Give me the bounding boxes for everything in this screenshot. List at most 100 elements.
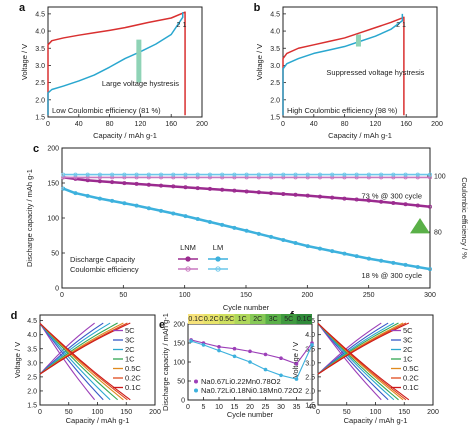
panel-f-charge-3C bbox=[317, 322, 389, 375]
panel-d-charge-2C bbox=[39, 322, 111, 375]
panel-a-x-tick-label: 200 bbox=[196, 121, 208, 128]
panel-c-marker bbox=[305, 244, 310, 249]
panel-a-y-tick-label: 1.5 bbox=[35, 115, 45, 122]
panel-e-marker bbox=[263, 367, 268, 372]
panel-e-marker bbox=[217, 345, 221, 349]
panel-e-rate-label: 1C bbox=[238, 316, 247, 323]
panel-d-legend-label: 0.1C bbox=[125, 383, 141, 392]
panel-e-marker bbox=[217, 348, 221, 353]
panel-b-y-tick-label: 4.5 bbox=[270, 11, 280, 18]
panel-c-marker bbox=[330, 175, 335, 180]
panel-c-marker bbox=[269, 191, 274, 196]
panel-c-marker bbox=[391, 175, 396, 180]
panel-c-arrow bbox=[410, 218, 430, 234]
panel-a-cycle-label: 2 bbox=[177, 22, 181, 29]
panel-e-marker bbox=[294, 377, 299, 381]
panel-c-legend-row: Coulombic efficiency bbox=[70, 265, 139, 274]
panel-c-marker bbox=[110, 172, 115, 177]
panel-e-rate-label: 2C bbox=[253, 316, 262, 323]
panel-c-y-tick-label: 0 bbox=[55, 286, 59, 293]
panel-c-marker bbox=[391, 201, 396, 206]
panel-d-x-label: Capacity / mAh g-1 bbox=[66, 416, 130, 425]
panel-c-marker bbox=[122, 181, 127, 186]
panel-f-x-tick-label: 50 bbox=[343, 409, 351, 416]
panel-a-y-tick-label: 4.5 bbox=[35, 11, 45, 18]
panel-d-y-tick-label: 3.5 bbox=[27, 346, 37, 353]
panel-b-series-1 bbox=[282, 16, 405, 116]
panel-f-legend-label: 0.1C bbox=[403, 383, 419, 392]
panel-d-charge-5C bbox=[39, 322, 95, 375]
panel-f-legend-label: 1C bbox=[403, 355, 413, 364]
panel-c-legend-column: LM bbox=[213, 243, 223, 252]
panel-c-marker bbox=[366, 198, 371, 203]
panel-e-x-tick-label: 25 bbox=[262, 404, 270, 411]
panel-e-y-tick-label: 200 bbox=[173, 322, 185, 329]
panel-f-y-tick-label: 1.5 bbox=[305, 403, 315, 410]
panel-c-marker bbox=[415, 172, 420, 177]
panel-c-marker bbox=[391, 172, 396, 177]
panel-d-y-tick-label: 1.5 bbox=[27, 403, 37, 410]
panel-d-legend-label: 2C bbox=[125, 345, 135, 354]
panel-e-rate-label: 0.1C bbox=[188, 316, 203, 323]
panel-c-marker bbox=[61, 186, 66, 191]
panel-f-discharge-2C bbox=[317, 323, 395, 401]
panel-e-marker bbox=[263, 352, 268, 357]
panel-f-y-tick-label: 2.0 bbox=[305, 388, 315, 395]
panel-c-marker bbox=[403, 262, 408, 267]
panel-c-marker bbox=[232, 225, 237, 230]
panel-e-marker bbox=[279, 373, 283, 378]
panel-c-marker bbox=[330, 249, 335, 254]
panel-d-y-tick-label: 2.0 bbox=[27, 388, 37, 395]
panel-c-marker bbox=[293, 241, 298, 246]
panel-c-marker bbox=[354, 175, 359, 180]
panel-a-y-tick-label: 2.0 bbox=[35, 97, 45, 104]
panel-a-y-label: Voltage / V bbox=[20, 44, 29, 80]
panel-e-x-tick-label: 10 bbox=[215, 404, 223, 411]
panel-a-x-tick-label: 0 bbox=[46, 121, 50, 128]
panel-c-marker bbox=[342, 172, 347, 177]
panel-e-x-tick-label: 0 bbox=[186, 404, 190, 411]
panel-c-marker bbox=[379, 258, 384, 263]
panel-c-marker bbox=[366, 172, 371, 177]
panel-c-marker bbox=[146, 182, 151, 187]
panel-d-x-tick-label: 100 bbox=[92, 409, 104, 416]
panel-c-legend-marker bbox=[215, 266, 221, 272]
panel-a-x-tick-label: 40 bbox=[75, 121, 83, 128]
panel-f-y-tick-label: 2.5 bbox=[305, 374, 315, 381]
panel-c-marker bbox=[281, 191, 286, 196]
panel-c-y2-label: Coulombic efficiency / % bbox=[460, 177, 469, 259]
panel-a-x-label: Capacity / mAh g-1 bbox=[93, 131, 157, 140]
panel-f-x-tick-label: 0 bbox=[316, 409, 320, 416]
panel-c-x-tick-label: 150 bbox=[240, 292, 252, 299]
panel-f-x-label: Capacity / mAh g-1 bbox=[344, 416, 408, 425]
panel-c-x-tick-label: 50 bbox=[119, 292, 127, 299]
panel-a-y-tick-label: 3.5 bbox=[35, 46, 45, 53]
panel-b-y-tick-label: 2.5 bbox=[270, 80, 280, 87]
panel-c-y-tick-label: 200 bbox=[47, 146, 59, 153]
panel-e-x-tick-label: 15 bbox=[231, 404, 239, 411]
panel-c-marker bbox=[61, 172, 66, 177]
panel-e-rate-label: 5C bbox=[284, 316, 293, 323]
panel-b-label: b bbox=[254, 2, 261, 14]
panel-b-y-tick-label: 3.5 bbox=[270, 46, 280, 53]
panel-f-discharge-5C bbox=[317, 323, 382, 401]
panel-c-marker bbox=[281, 172, 286, 177]
panel-d-x-tick-label: 50 bbox=[65, 409, 73, 416]
panel-c-marker bbox=[97, 179, 102, 184]
panel-c-marker bbox=[61, 175, 66, 180]
panel-c-marker bbox=[293, 175, 298, 180]
panel-e-marker bbox=[248, 360, 252, 364]
panel-e-legend-marker bbox=[194, 379, 198, 384]
panel-c-marker bbox=[354, 172, 359, 177]
panel-c-marker bbox=[110, 198, 115, 203]
panel-c-marker bbox=[122, 175, 127, 180]
panel-e-y-label: Discharge capacity / mAh g-1 bbox=[161, 313, 170, 411]
panel-c-marker bbox=[293, 192, 298, 197]
panel-c-y-tick-label: 100 bbox=[47, 216, 59, 223]
panel-e-rate-label: 0.5C bbox=[219, 316, 234, 323]
panel-c-marker bbox=[305, 193, 310, 198]
panel-c-x-label: Cycle number bbox=[223, 303, 270, 312]
panel-d-legend-label: 0.2C bbox=[125, 374, 141, 383]
panel-f-legend-label: 5C bbox=[403, 326, 413, 335]
panel-c-marker bbox=[379, 199, 384, 204]
